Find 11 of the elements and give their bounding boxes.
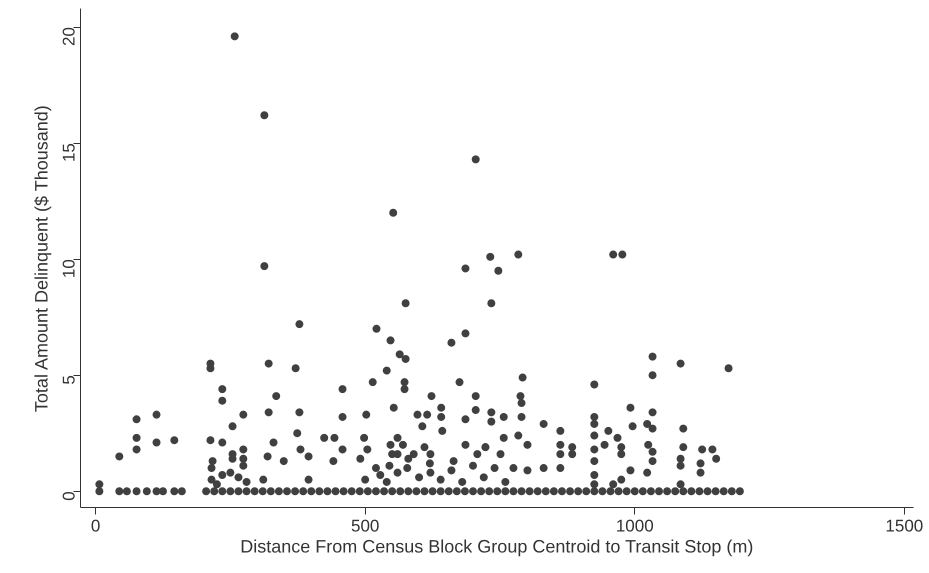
x-tick-label: 1500 [885,516,924,536]
x-tick-label: 500 [350,516,380,536]
y-tick-label: 0 [60,491,78,501]
y-axis-title: Total Amount Delinquent ($ Thousand) [32,105,52,412]
y-tick-label: 5 [60,375,78,385]
y-tick-label: 15 [60,143,78,162]
x-tick-label: 0 [90,516,100,536]
y-tick-label: 10 [60,259,78,278]
x-tick-label: 1000 [616,516,654,536]
x-axis-title: Distance From Census Block Group Centroid to Transit Stop (m) [240,536,754,556]
y-tick-label: 20 [60,27,78,46]
